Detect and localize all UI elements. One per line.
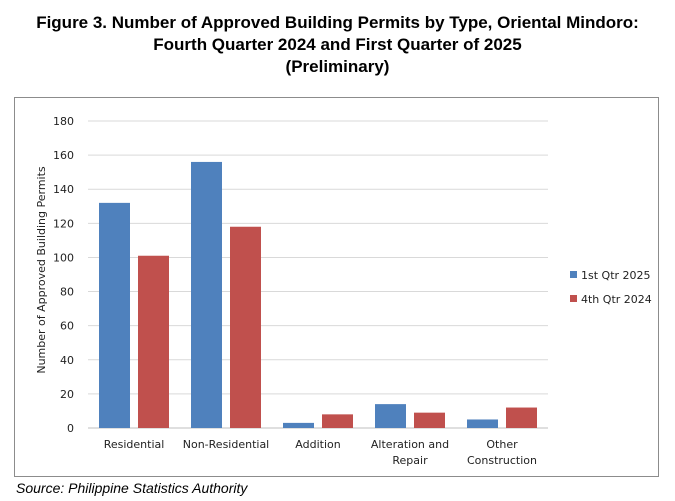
- x-tick-label: Non-Residential: [183, 438, 270, 451]
- x-tick-label: Other: [486, 438, 518, 451]
- bar: [375, 404, 406, 428]
- y-tick-label: 160: [53, 149, 74, 162]
- title-line-3: (Preliminary): [285, 57, 390, 76]
- y-tick-label: 120: [53, 217, 74, 230]
- x-tick-label: Addition: [295, 438, 340, 451]
- bar: [191, 161, 222, 428]
- y-axis-label: Number of Approved Building Permits: [35, 166, 48, 374]
- y-tick-label: 180: [53, 115, 74, 128]
- bar: [138, 255, 169, 428]
- legend-label: 1st Qtr 2025: [581, 269, 651, 282]
- y-tick-label: 40: [60, 354, 74, 367]
- y-tick-label: 0: [67, 422, 74, 435]
- source-note: Source: Philippine Statistics Authority: [16, 480, 248, 496]
- y-tick-label: 20: [60, 388, 74, 401]
- bar: [467, 419, 498, 428]
- y-tick-label: 80: [60, 286, 74, 299]
- legend-swatch: [570, 271, 577, 278]
- bar: [283, 422, 314, 428]
- bar: [506, 407, 537, 428]
- y-tick-label: 60: [60, 320, 74, 333]
- x-tick-label: Construction: [467, 454, 537, 467]
- title-line-2: Fourth Quarter 2024 and First Quarter of…: [153, 35, 522, 54]
- bar: [322, 414, 353, 428]
- legend-swatch: [570, 295, 577, 302]
- title-line-1: Figure 3. Number of Approved Building Pe…: [36, 13, 639, 32]
- x-tick-label: Residential: [104, 438, 165, 451]
- bar: [99, 202, 130, 428]
- x-tick-label: Repair: [392, 454, 428, 467]
- bar: [230, 226, 261, 428]
- y-tick-label: 140: [53, 183, 74, 196]
- legend-label: 4th Qtr 2024: [581, 293, 652, 306]
- chart-title: Figure 3. Number of Approved Building Pe…: [0, 12, 675, 78]
- y-tick-label: 100: [53, 251, 74, 264]
- bar: [414, 412, 445, 428]
- x-tick-label: Alteration and: [371, 438, 449, 451]
